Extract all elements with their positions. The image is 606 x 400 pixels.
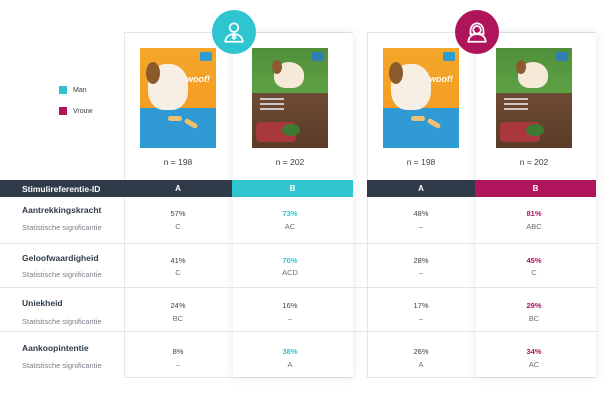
legend-item-vrouw: Vrouw [59, 104, 93, 118]
header-men-col-a: A [124, 180, 232, 197]
sig-men-a: C [175, 222, 181, 231]
dog-ear [272, 60, 282, 74]
value-women-a: 26% [413, 347, 429, 356]
value-women-a: 48% [413, 209, 429, 218]
package-b-women [496, 48, 572, 148]
legend-item-man: Man [59, 83, 93, 97]
value-men-a: 8% [172, 347, 184, 356]
sig-men-b: – [287, 314, 293, 323]
sample-size-women-b: n = 202 [519, 157, 549, 167]
header-row-label: Stimulireferentie-ID [0, 180, 124, 197]
value-women-a: 17% [413, 301, 429, 310]
row-divider [0, 287, 596, 288]
metric-title: Geloofwaardigheid [22, 253, 99, 263]
header-women-col-a: A [367, 180, 475, 197]
metric-subtitle: Statistische significantie [22, 317, 102, 326]
brand-logo [556, 52, 568, 61]
man-avatar-icon [212, 10, 256, 54]
sig-women-b: BC [528, 314, 540, 323]
sig-women-a: – [418, 268, 424, 277]
metric-title: Aankoopintentie [22, 343, 89, 353]
sig-women-b: C [531, 268, 537, 277]
brand-logo [200, 52, 212, 61]
sig-women-b: ABC [526, 222, 542, 231]
package-woof-text: woof! [429, 74, 453, 84]
dog-ear [146, 62, 160, 84]
woman-avatar-icon [455, 10, 499, 54]
value-men-a: 57% [170, 209, 186, 218]
sig-men-a: BC [172, 314, 184, 323]
sig-men-b: AC [284, 222, 296, 231]
brand-logo [443, 52, 455, 61]
value-women-b: 34% [526, 347, 542, 356]
sig-men-b: ACD [282, 268, 298, 277]
greens-illustration [282, 124, 300, 136]
sample-size-men-a: n = 198 [163, 157, 193, 167]
sample-size-women-a: n = 198 [406, 157, 436, 167]
value-women-a: 28% [413, 256, 429, 265]
package-b-men [252, 48, 328, 148]
legend-label-vrouw: Vrouw [73, 107, 93, 115]
header-women-col-b: B [475, 180, 596, 197]
sig-women-a: – [418, 314, 424, 323]
sig-women-a: – [418, 222, 424, 231]
sig-men-a: C [175, 268, 181, 277]
metric-subtitle: Statistische significantie [22, 270, 102, 279]
metric-subtitle: Statistische significantie [22, 223, 102, 232]
sig-women-a: A [418, 360, 424, 369]
dog-ear [389, 62, 403, 84]
greens-illustration [526, 124, 544, 136]
metric-title: Aantrekkingskracht [22, 205, 102, 215]
value-men-b: 16% [282, 301, 298, 310]
metric-title: Uniekheid [22, 298, 63, 308]
value-women-b: 45% [526, 256, 542, 265]
package-a-women: woof! [383, 48, 459, 148]
dog-ear [516, 60, 526, 74]
value-men-a: 24% [170, 301, 186, 310]
value-men-b: 73% [282, 209, 298, 218]
legend-swatch-vrouw [59, 107, 67, 115]
sig-women-b: AC [528, 360, 540, 369]
sig-men-b: A [287, 360, 293, 369]
brand-logo [312, 52, 324, 61]
bones-illustration [411, 116, 451, 130]
package-text-lines [260, 98, 320, 112]
legend: Man Vrouw [59, 83, 93, 125]
legend-swatch-man [59, 86, 67, 94]
sig-men-a: – [175, 360, 181, 369]
legend-label-man: Man [73, 86, 87, 94]
package-a-men: woof! [140, 48, 216, 148]
package-text-lines [504, 98, 564, 112]
header-men-col-b: B [232, 180, 353, 197]
value-men-b: 70% [282, 256, 298, 265]
row-divider [0, 331, 596, 332]
value-men-b: 38% [282, 347, 298, 356]
bones-illustration [168, 116, 208, 130]
value-men-a: 41% [170, 256, 186, 265]
row-divider [0, 243, 596, 244]
value-women-b: 29% [526, 301, 542, 310]
package-woof-text: woof! [186, 74, 210, 84]
sample-size-men-b: n = 202 [275, 157, 305, 167]
metric-subtitle: Statistische significantie [22, 361, 102, 370]
value-women-b: 81% [526, 209, 542, 218]
